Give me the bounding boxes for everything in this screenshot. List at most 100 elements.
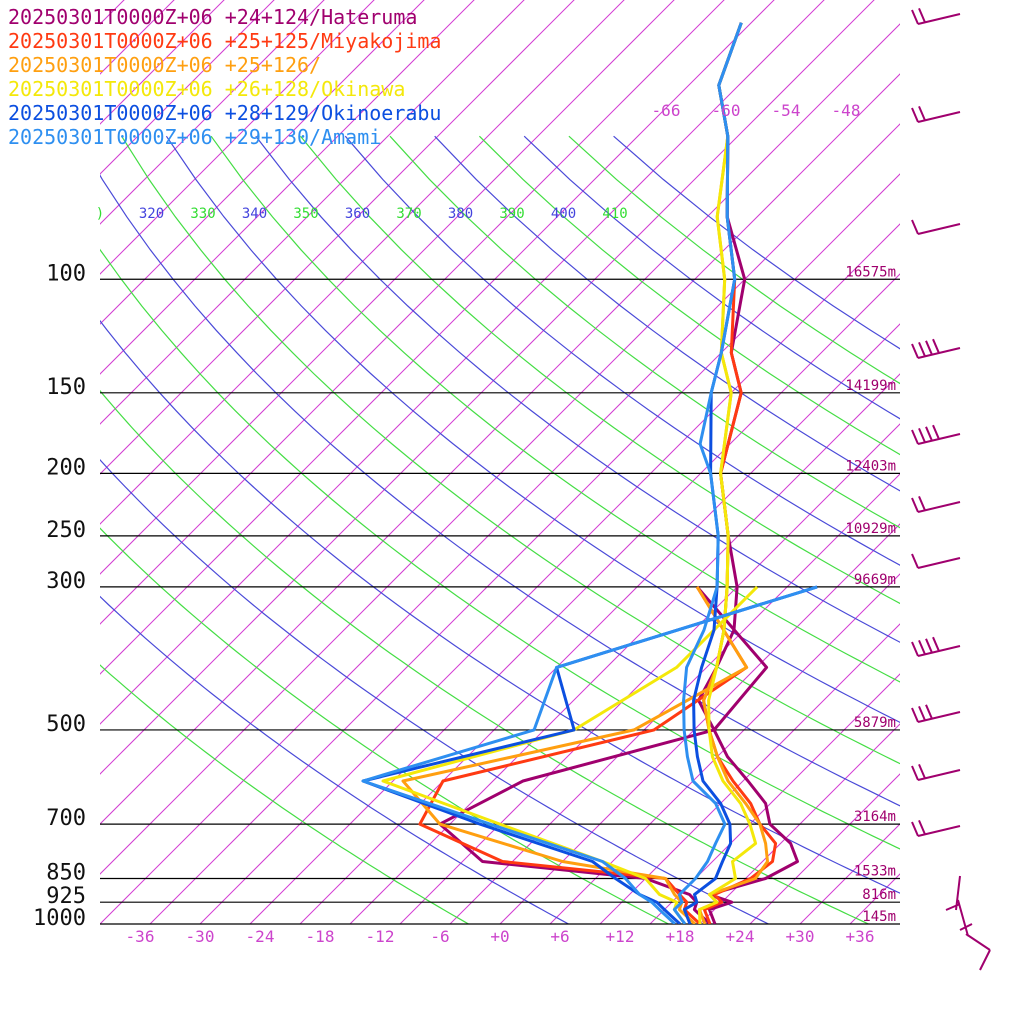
adiabat-line <box>121 135 900 765</box>
temperature-tick-label: -24 <box>246 927 275 946</box>
temperature-tick-label: +36 <box>846 927 875 946</box>
legend: 20250301T0000Z+06 +24+124/Hateruma202503… <box>8 5 441 149</box>
isotherm-upper-label: -60 <box>712 101 741 120</box>
wind-barb <box>911 820 961 837</box>
isotherm-line <box>100 0 375 275</box>
wind-barb <box>911 106 961 123</box>
theta-tick-label: 330 <box>190 206 215 222</box>
legend-entry: 20250301T0000Z+06 +29+130/Amami <box>8 125 381 149</box>
height-label: 1533m <box>854 863 896 879</box>
theta-tick-label: 380 <box>448 206 473 222</box>
adiabat-line <box>100 248 900 850</box>
height-label: 145m <box>862 909 896 925</box>
temperature-tick-label: +12 <box>606 927 635 946</box>
height-label: 9669m <box>854 572 896 588</box>
wind-barb <box>911 8 961 25</box>
height-label: 816m <box>862 887 896 903</box>
pressure-tick-label: 500 <box>46 712 86 737</box>
adiabat-line <box>100 595 569 924</box>
pressure-tick-label: 850 <box>46 860 86 885</box>
theta-tick-label: 410 <box>602 206 627 222</box>
sounding-series <box>361 22 818 924</box>
isotherm-line <box>549 573 900 924</box>
theta-tick-label: 390 <box>499 206 524 222</box>
theta-tick-label: 400 <box>551 206 576 222</box>
pressure-tick-label: 150 <box>46 375 86 400</box>
isotherm-upper-label: -48 <box>832 101 861 120</box>
isotherm-line <box>799 823 900 924</box>
isotherm-line <box>399 423 900 924</box>
temperature-tick-label: -12 <box>366 927 395 946</box>
isotherm-line <box>100 0 625 525</box>
legend-entry: 20250301T0000Z+06 +28+129/Okinoerabu <box>8 101 441 125</box>
isotherm-upper-label: -54 <box>772 101 801 120</box>
wind-barb <box>911 636 961 657</box>
height-label: 14199m <box>845 378 896 394</box>
pressure-tick-label: 925 <box>46 884 86 909</box>
isotherm-line <box>100 0 575 475</box>
legend-entry: 20250301T0000Z+06 +26+128/Okinawa <box>8 77 405 101</box>
adiabat-line <box>210 135 900 683</box>
temperature-tick-label: -18 <box>306 927 335 946</box>
isotherm-line <box>100 0 875 775</box>
adiabat-line <box>100 664 469 924</box>
axis-labels: 100 16575m 150 14199m 200 12403m 250 10929m 300 9… <box>33 101 896 946</box>
isotherm-line <box>100 0 725 625</box>
pressure-tick-label: 300 <box>46 569 86 594</box>
isotherm-line <box>100 0 525 425</box>
isotherm-line <box>100 0 675 575</box>
wind-barb <box>911 424 961 445</box>
height-label: 3164m <box>854 809 896 825</box>
theta-tick-label: 370 <box>396 206 421 222</box>
theta-tick-label: ) <box>96 206 104 222</box>
temperature-line <box>672 22 743 924</box>
temperature-line <box>697 22 758 924</box>
wind-barb <box>911 338 961 359</box>
isotherm-line <box>649 673 900 924</box>
theta-tick-label: 340 <box>242 206 267 222</box>
pressure-tick-label: 100 <box>46 261 86 286</box>
isotherm-line <box>100 0 425 325</box>
isotherm-upper-label: -66 <box>652 101 681 120</box>
temperature-tick-label: +24 <box>726 927 755 946</box>
adiabat-line <box>434 135 900 492</box>
adiabat-line <box>300 135 900 605</box>
pressure-tick-label: 700 <box>46 806 86 831</box>
temperature-tick-label: +6 <box>550 927 569 946</box>
isotherm-line <box>299 323 900 924</box>
isotherm-line <box>349 373 900 924</box>
adiabat-line <box>100 458 769 924</box>
theta-tick-label: 350 <box>293 206 318 222</box>
wind-barb <box>911 764 961 781</box>
wind-barb <box>911 704 961 723</box>
isotherm-line <box>100 123 900 924</box>
dewpoint-line <box>401 586 749 924</box>
adiabat-line <box>255 135 900 643</box>
height-label: 5879m <box>854 715 896 731</box>
temperature-tick-label: -30 <box>186 927 215 946</box>
isotherm-line <box>1000 0 1024 924</box>
pressure-tick-label: 1000 <box>33 906 86 931</box>
height-label: 16575m <box>845 264 896 280</box>
wind-barbs <box>911 8 991 971</box>
height-label: 12403m <box>845 458 896 474</box>
temperature-tick-label: -36 <box>126 927 155 946</box>
isotherm-line <box>149 173 900 924</box>
isotherm-line <box>249 273 900 924</box>
wind-barb <box>911 219 961 235</box>
adiabat-line <box>100 527 669 924</box>
theta-tick-label: 320 <box>139 206 164 222</box>
isotherm-line <box>100 0 325 225</box>
adiabat-line <box>100 174 900 807</box>
isotherm-line <box>100 73 900 875</box>
dewpoint-line <box>361 585 818 924</box>
temperature-tick-label: +0 <box>490 927 509 946</box>
temperature-tick-label: +30 <box>786 927 815 946</box>
temperature-tick-label: -6 <box>430 927 449 946</box>
wind-barb <box>911 496 961 513</box>
isotherm-line <box>599 623 900 924</box>
dewpoint-line <box>361 585 818 924</box>
isotherm-line <box>899 923 900 924</box>
adiabat-line <box>389 135 900 529</box>
